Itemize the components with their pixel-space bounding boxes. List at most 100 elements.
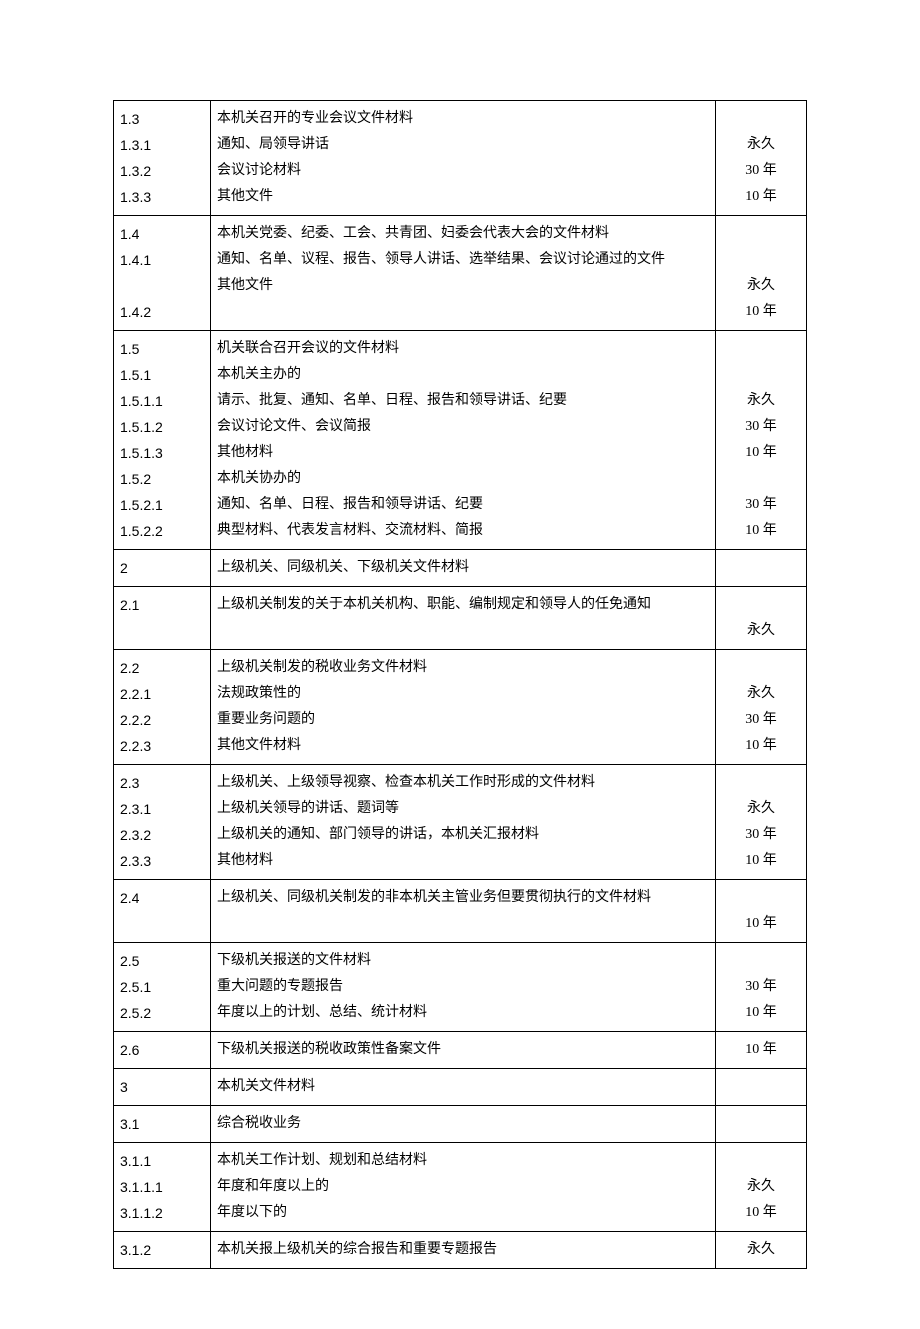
table-row: 2.2.2重要业务问题的30 年 [114, 707, 807, 733]
retention-table: 1.3本机关召开的专业会议文件材料1.3.1通知、局领导讲话永久1.3.2会议讨… [113, 100, 807, 1269]
retention-period: 永久 [716, 618, 807, 650]
table-row: 1.5.1本机关主办的 [114, 362, 807, 388]
item-number: 1.3.3 [114, 184, 211, 216]
item-description: 本机关文件材料 [211, 1069, 716, 1106]
item-description: 请示、批复、通知、名单、日程、报告和领导讲话、纪要 [211, 388, 716, 414]
item-description: 机关联合召开会议的文件材料 [211, 331, 716, 363]
item-number [114, 911, 211, 943]
table-group: 2上级机关、同级机关、下级机关文件材料 [114, 550, 807, 587]
table-row: 2.1上级机关制发的关于本机关机构、职能、编制规定和领导人的任免通知 [114, 587, 807, 619]
retention-period [716, 1106, 807, 1143]
item-description: 上级机关制发的税收业务文件材料 [211, 650, 716, 682]
table-row: 1.5机关联合召开会议的文件材料 [114, 331, 807, 363]
retention-period: 10 年 [716, 1200, 807, 1232]
item-description: 上级机关制发的关于本机关机构、职能、编制规定和领导人的任免通知 [211, 587, 716, 619]
retention-period: 永久 [716, 681, 807, 707]
table-row: 1.5.1.3其他材料10 年 [114, 440, 807, 466]
table-row: 3.1.1.2年度以下的10 年 [114, 1200, 807, 1232]
table-row: 3.1.2本机关报上级机关的综合报告和重要专题报告永久 [114, 1232, 807, 1269]
item-number: 3 [114, 1069, 211, 1106]
table-row: 2.4上级机关、同级机关制发的非本机关主管业务但要贯彻执行的文件材料 [114, 880, 807, 912]
table-row: 1.4.2 10 年 [114, 299, 807, 331]
table-group: 3本机关文件材料 [114, 1069, 807, 1106]
table-group: 2.2上级机关制发的税收业务文件材料2.2.1法规政策性的永久2.2.2重要业务… [114, 650, 807, 765]
table-row: 2上级机关、同级机关、下级机关文件材料 [114, 550, 807, 587]
table-row: 1.4.1通知、名单、议程、报告、领导人讲话、选举结果、会议讨论通过的文件 [114, 247, 807, 273]
item-description: 其他文件 [211, 184, 716, 216]
table-group: 1.4本机关党委、纪委、工会、共青团、妇委会代表大会的文件材料1.4.1通知、名… [114, 216, 807, 331]
table-row: 其他文件永久 [114, 273, 807, 299]
item-number: 2.3.1 [114, 796, 211, 822]
table-row: 1.5.2本机关协办的 [114, 466, 807, 492]
retention-period: 永久 [716, 1232, 807, 1269]
item-number: 2.2.3 [114, 733, 211, 765]
retention-period: 永久 [716, 388, 807, 414]
item-description: 本机关报上级机关的综合报告和重要专题报告 [211, 1232, 716, 1269]
item-number: 1.3.1 [114, 132, 211, 158]
item-number: 2.2.1 [114, 681, 211, 707]
item-description: 年度和年度以上的 [211, 1174, 716, 1200]
item-description: 上级机关、同级机关制发的非本机关主管业务但要贯彻执行的文件材料 [211, 880, 716, 912]
item-description: 通知、局领导讲话 [211, 132, 716, 158]
table-row: 3.1.1本机关工作计划、规划和总结材料 [114, 1143, 807, 1175]
retention-period [716, 587, 807, 619]
item-description: 其他材料 [211, 440, 716, 466]
retention-period [716, 331, 807, 363]
item-description: 会议讨论文件、会议简报 [211, 414, 716, 440]
retention-period [716, 216, 807, 248]
item-number: 2.3.2 [114, 822, 211, 848]
item-number: 2 [114, 550, 211, 587]
retention-period: 10 年 [716, 733, 807, 765]
retention-period: 10 年 [716, 1032, 807, 1069]
item-description: 下级机关报送的文件材料 [211, 943, 716, 975]
table-row: 1.3.2会议讨论材料30 年 [114, 158, 807, 184]
item-description: 通知、名单、日程、报告和领导讲话、纪要 [211, 492, 716, 518]
item-description: 重要业务问题的 [211, 707, 716, 733]
retention-period: 10 年 [716, 299, 807, 331]
item-number: 3.1.1.1 [114, 1174, 211, 1200]
item-number: 2.2 [114, 650, 211, 682]
item-description: 下级机关报送的税收政策性备案文件 [211, 1032, 716, 1069]
item-description: 年度以下的 [211, 1200, 716, 1232]
retention-period [716, 247, 807, 273]
item-number: 2.6 [114, 1032, 211, 1069]
item-number: 1.5.2 [114, 466, 211, 492]
item-number: 1.3 [114, 101, 211, 133]
item-number: 1.5.1.2 [114, 414, 211, 440]
table-row: 2.3.1上级机关领导的讲话、题词等永久 [114, 796, 807, 822]
table-row: 2.2.3其他文件材料10 年 [114, 733, 807, 765]
table-group: 2.4上级机关、同级机关制发的非本机关主管业务但要贯彻执行的文件材料10 年 [114, 880, 807, 943]
item-description: 上级机关的通知、部门领导的讲话，本机关汇报材料 [211, 822, 716, 848]
item-number: 3.1.1.2 [114, 1200, 211, 1232]
item-number: 2.5.2 [114, 1000, 211, 1032]
table-group: 2.6下级机关报送的税收政策性备案文件10 年 [114, 1032, 807, 1069]
retention-period: 10 年 [716, 518, 807, 550]
item-number: 2.3 [114, 765, 211, 797]
table-group: 2.5下级机关报送的文件材料2.5.1重大问题的专题报告30 年2.5.2年度以… [114, 943, 807, 1032]
item-description: 通知、名单、议程、报告、领导人讲话、选举结果、会议讨论通过的文件 [211, 247, 716, 273]
item-number: 2.4 [114, 880, 211, 912]
table-row: 3.1综合税收业务 [114, 1106, 807, 1143]
item-description: 法规政策性的 [211, 681, 716, 707]
item-number: 1.5 [114, 331, 211, 363]
table-row: 1.5.2.2典型材料、代表发言材料、交流材料、简报10 年 [114, 518, 807, 550]
item-number: 1.4.2 [114, 299, 211, 331]
item-description [211, 299, 716, 331]
item-number: 2.2.2 [114, 707, 211, 733]
item-description: 本机关党委、纪委、工会、共青团、妇委会代表大会的文件材料 [211, 216, 716, 248]
retention-period: 永久 [716, 273, 807, 299]
table-row: 2.5.1重大问题的专题报告30 年 [114, 974, 807, 1000]
retention-period: 10 年 [716, 440, 807, 466]
retention-period [716, 101, 807, 133]
item-number [114, 273, 211, 299]
item-number: 3.1.1 [114, 1143, 211, 1175]
table-group: 3.1综合税收业务 [114, 1106, 807, 1143]
item-number: 2.5.1 [114, 974, 211, 1000]
table-row: 2.5.2年度以上的计划、总结、统计材料10 年 [114, 1000, 807, 1032]
item-number: 1.5.1.3 [114, 440, 211, 466]
item-description: 上级机关领导的讲话、题词等 [211, 796, 716, 822]
item-description: 年度以上的计划、总结、统计材料 [211, 1000, 716, 1032]
table-row: 1.5.2.1通知、名单、日程、报告和领导讲话、纪要30 年 [114, 492, 807, 518]
table-row: 永久 [114, 618, 807, 650]
item-description: 上级机关、上级领导视察、检查本机关工作时形成的文件材料 [211, 765, 716, 797]
